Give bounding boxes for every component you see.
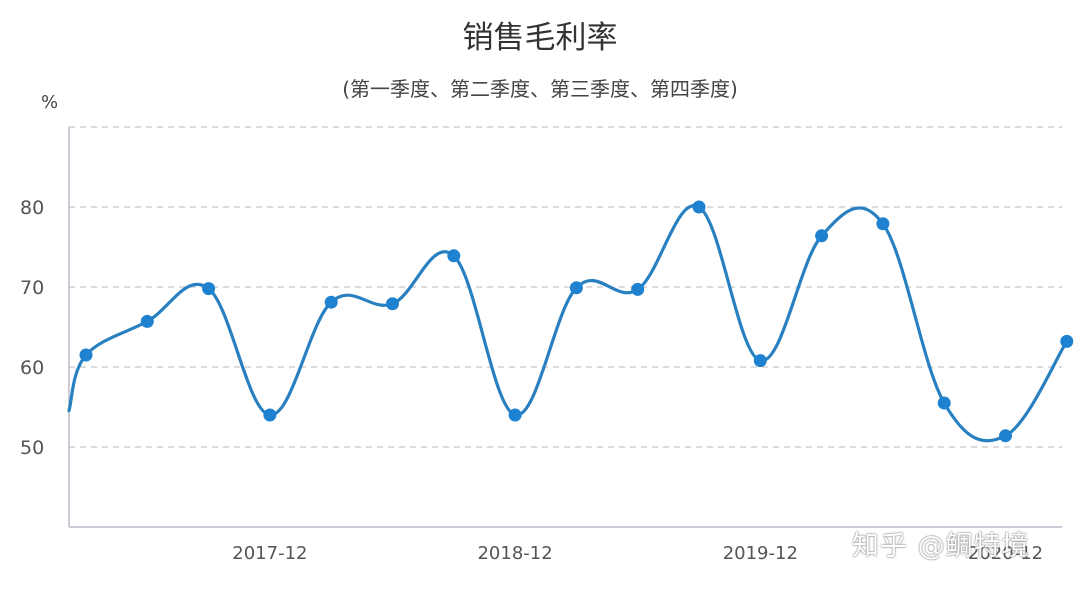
- x-tick-label: 2019-12: [723, 543, 798, 564]
- x-tick-label: 2017-12: [232, 543, 307, 564]
- y-tick-labels: 50 60 70 80: [20, 197, 44, 459]
- series-line: [67, 204, 1069, 443]
- data-point: [631, 282, 645, 296]
- data-point: [140, 314, 154, 328]
- y-tick-label: 70: [20, 277, 44, 299]
- data-point: [753, 354, 767, 368]
- x-tick-label: 2018-12: [477, 543, 552, 564]
- data-point: [692, 200, 706, 214]
- data-point: [447, 249, 461, 263]
- chart-title: 销售毛利率: [462, 20, 618, 56]
- y-tick-label: 80: [20, 197, 44, 219]
- data-point: [569, 281, 583, 295]
- x-tick-labels: 2017-12 2018-12 2019-12 2020-12: [232, 543, 1043, 564]
- data-point: [386, 297, 399, 311]
- y-axis-unit-label: %: [41, 92, 59, 113]
- data-point: [999, 429, 1012, 443]
- data-point: [202, 282, 216, 296]
- data-point: [79, 348, 93, 362]
- data-point: [1060, 334, 1074, 348]
- data-point: [937, 396, 951, 410]
- gridlines: [69, 126, 1062, 448]
- watermark: 知乎 @鲷特境: [852, 531, 1030, 562]
- x-tick-label: 2020-12: [968, 543, 1043, 564]
- data-point: [508, 408, 522, 422]
- data-point: [815, 229, 829, 243]
- y-tick-label: 60: [20, 357, 44, 379]
- data-point: [324, 295, 338, 309]
- data-point: [876, 217, 890, 231]
- series-layer: [67, 200, 1074, 443]
- y-tick-label: 50: [20, 437, 44, 459]
- data-point: [263, 408, 277, 422]
- axes: [68, 127, 1062, 528]
- chart-subtitle: (第一季度、第二季度、第三季度、第四季度): [342, 77, 738, 101]
